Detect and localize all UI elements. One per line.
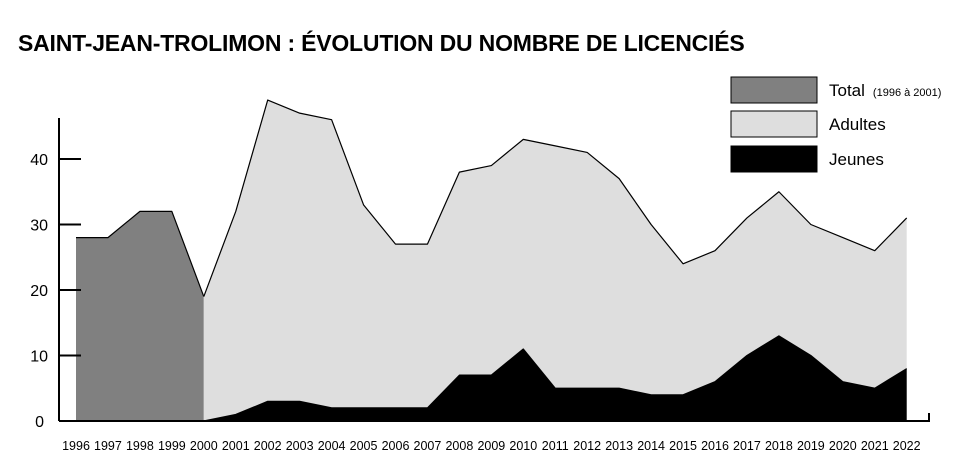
y-axis-ticks: 0 10 20 30 40 [30, 152, 81, 431]
x-tick-label-1999: 1999 [158, 439, 186, 453]
legend-label-total: Total (1996 à 2001) [829, 81, 941, 100]
legend-label-jeunes: Jeunes [829, 150, 884, 169]
legend-swatch-total [730, 76, 818, 104]
x-tick-label-2016: 2016 [701, 439, 729, 453]
x-tick-label-2012: 2012 [573, 439, 601, 453]
line-jeunes [203, 335, 908, 422]
x-tick-label-1997: 1997 [94, 439, 122, 453]
line-adultes [203, 99, 908, 297]
y-tick-label-30: 30 [30, 218, 48, 235]
x-tick-label-2018: 2018 [765, 439, 793, 453]
x-tick-label-2011: 2011 [542, 439, 569, 453]
x-tick-label-2019: 2019 [797, 439, 825, 453]
legend-swatch-jeunes [730, 145, 818, 173]
chart-axes [58, 118, 930, 422]
line-total [76, 210, 205, 297]
x-tick-label-2007: 2007 [414, 439, 442, 453]
x-tick-label-2003: 2003 [286, 439, 314, 453]
y-tick-label-10: 10 [30, 349, 48, 366]
x-tick-label-2004: 2004 [318, 439, 346, 453]
x-tick-label-1998: 1998 [126, 439, 154, 453]
x-tick-label-2002: 2002 [254, 439, 282, 453]
x-tick-label-2014: 2014 [637, 439, 665, 453]
legend-note-total: (1996 à 2001) [873, 87, 942, 99]
chart-areas [76, 99, 908, 422]
x-tick-label-2021: 2021 [861, 439, 889, 453]
x-tick-label-2022: 2022 [893, 439, 921, 453]
y-tick-label-0: 0 [35, 414, 44, 431]
y-tick-label-20: 20 [30, 283, 48, 300]
x-axis-ticks: 1996 1997 1998 1999 2000 2001 2002 2003 2004 2005… [62, 439, 921, 453]
x-tick-label-2008: 2008 [445, 439, 473, 453]
x-tick-label-1996: 1996 [62, 439, 90, 453]
x-tick-label-2010: 2010 [509, 439, 537, 453]
x-tick-label-2020: 2020 [829, 439, 857, 453]
chart-legend: Total (1996 à 2001) Adultes Jeunes [730, 76, 941, 173]
x-tick-label-2017: 2017 [733, 439, 761, 453]
x-tick-label-2000: 2000 [190, 439, 218, 453]
legend-label-adultes: Adultes [829, 115, 886, 134]
x-tick-label-2005: 2005 [350, 439, 378, 453]
area-jeunes [203, 335, 907, 421]
x-tick-label-2006: 2006 [382, 439, 410, 453]
x-tick-label-2013: 2013 [605, 439, 633, 453]
area-total [76, 211, 204, 421]
x-tick-label-2009: 2009 [477, 439, 505, 453]
x-tick-label-2001: 2001 [222, 439, 250, 453]
x-tick-label-2015: 2015 [669, 439, 697, 453]
y-tick-label-40: 40 [30, 152, 48, 169]
area-adultes [203, 100, 907, 422]
legend-swatch-adultes [730, 110, 818, 138]
chart-title: SAINT-JEAN-TROLIMON : ÉVOLUTION DU NOMBR… [18, 30, 745, 56]
